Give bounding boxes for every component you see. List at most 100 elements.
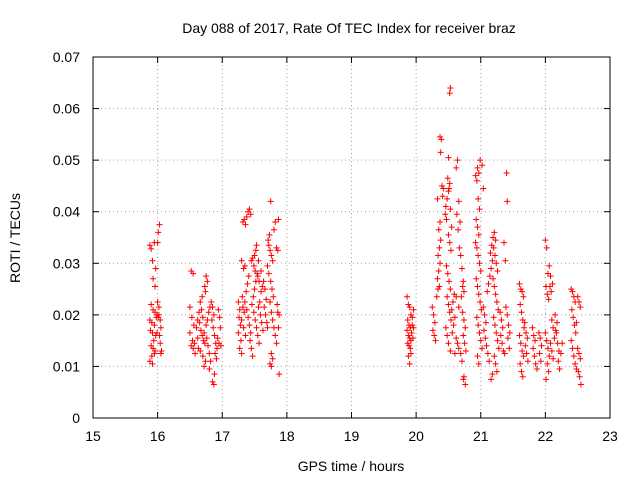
data-point [196, 319, 203, 326]
data-point [572, 360, 579, 367]
data-point [499, 340, 506, 347]
data-point [546, 283, 553, 290]
data-point [445, 340, 452, 347]
data-point [446, 185, 453, 192]
data-point [552, 327, 559, 334]
data-point [537, 335, 544, 342]
data-point [434, 275, 441, 282]
data-point [460, 288, 467, 295]
data-point [473, 216, 480, 223]
data-point [275, 324, 282, 331]
data-point [480, 185, 487, 192]
data-point [546, 353, 553, 360]
data-point [214, 335, 221, 342]
data-point [205, 342, 212, 349]
data-point [276, 371, 283, 378]
data-point [437, 237, 444, 244]
data-point [491, 229, 498, 236]
y-tick-label: 0.04 [53, 204, 80, 220]
data-point [216, 314, 223, 321]
data-point [406, 304, 413, 311]
data-point [516, 280, 523, 287]
axis-ticks: 15 16 17 18 19 20 21 22 23 0 0.01 0.02 0.03 0.04 0.05 0… [53, 49, 618, 444]
data-point [248, 257, 255, 264]
data-point [265, 270, 272, 277]
data-point [475, 195, 482, 202]
data-point [269, 317, 276, 324]
data-point [247, 329, 254, 336]
data-point [242, 221, 249, 228]
data-point [211, 332, 218, 339]
data-point [444, 195, 451, 202]
data-point [490, 234, 497, 241]
data-point [431, 332, 438, 339]
data-point [446, 239, 453, 246]
data-point [446, 90, 453, 97]
x-tick-label: 17 [214, 428, 230, 444]
data-point [482, 319, 489, 326]
data-point [569, 288, 576, 295]
data-point [495, 345, 502, 352]
data-point [217, 324, 224, 331]
data-point [446, 180, 453, 187]
data-point [462, 324, 469, 331]
data-point [241, 309, 248, 316]
data-point [146, 358, 153, 365]
data-point [199, 293, 206, 300]
data-point [201, 340, 208, 347]
data-point [440, 185, 447, 192]
data-point [267, 247, 274, 254]
data-point [193, 324, 200, 331]
data-point [156, 332, 163, 339]
data-point [575, 368, 582, 375]
data-point [246, 206, 253, 213]
data-point [236, 314, 243, 321]
data-point [473, 244, 480, 251]
data-point [268, 252, 275, 259]
data-point [497, 309, 504, 316]
data-point [453, 211, 460, 218]
data-point [269, 355, 276, 362]
data-point [201, 363, 208, 370]
data-point [559, 340, 566, 347]
data-point [518, 309, 525, 316]
data-point [442, 203, 449, 210]
data-point [252, 247, 259, 254]
data-point [568, 286, 575, 293]
data-point [200, 337, 207, 344]
data-point [569, 345, 576, 352]
data-point [497, 332, 504, 339]
data-point [237, 322, 244, 329]
data-point [208, 298, 215, 305]
y-tick-label: 0.07 [53, 49, 80, 65]
data-point [473, 177, 480, 184]
data-point [246, 322, 253, 329]
data-point [455, 198, 462, 205]
data-point [536, 350, 543, 357]
data-point [517, 301, 524, 308]
data-point [493, 368, 500, 375]
data-point [577, 381, 584, 388]
data-point [459, 283, 466, 290]
data-point [155, 311, 162, 318]
chart-title: Day 088 of 2017, Rate Of TEC Index for r… [182, 20, 516, 36]
data-point [254, 273, 261, 280]
data-point [544, 360, 551, 367]
data-point [475, 252, 482, 259]
data-point [548, 317, 555, 324]
data-point [197, 327, 204, 334]
data-point [459, 309, 466, 316]
data-point [438, 136, 445, 143]
data-point [248, 301, 255, 308]
data-point [275, 216, 282, 223]
data-point [481, 311, 488, 318]
data-point [199, 314, 206, 321]
data-point [245, 273, 252, 280]
data-point [267, 198, 274, 205]
data-point [475, 231, 482, 238]
data-point [269, 286, 276, 293]
data-point [557, 350, 564, 357]
data-point [548, 288, 555, 295]
data-point [238, 257, 245, 264]
data-point [410, 324, 417, 331]
